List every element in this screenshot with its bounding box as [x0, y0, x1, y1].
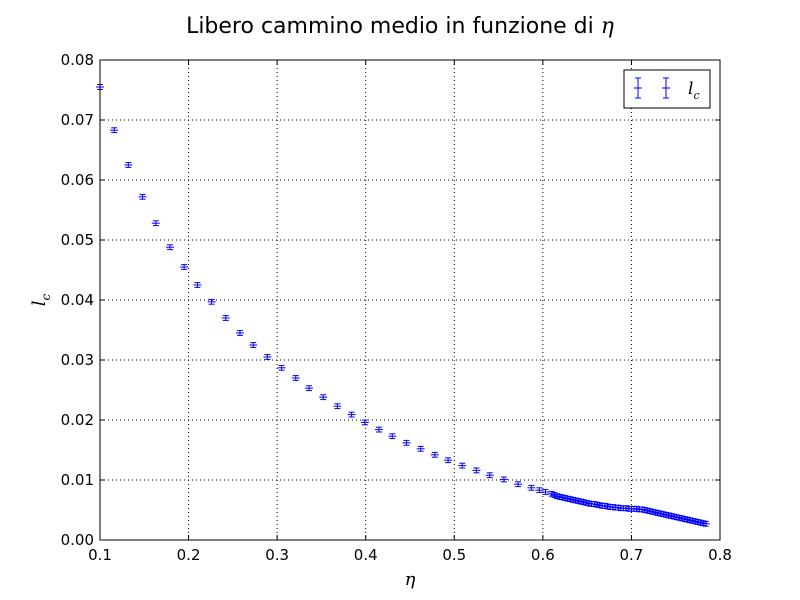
y-tick-label: 0.05: [61, 231, 94, 249]
x-tick-label: 0.8: [708, 546, 732, 564]
x-tick-label: 0.5: [442, 546, 466, 564]
data-point: [499, 476, 508, 483]
y-tick-labels: 0.00 0.01 0.02 0.03 0.04 0.05 0.06 0.07 0.08: [61, 51, 94, 549]
x-tick-label: 0.4: [354, 546, 378, 564]
data-point: [319, 394, 328, 401]
data-point: [333, 403, 342, 410]
axis-ticks: [99, 59, 721, 541]
y-tick-label: 0.08: [61, 51, 94, 69]
data-point: [221, 315, 230, 321]
y-tick-label: 0.04: [61, 291, 94, 309]
data-point: [514, 481, 523, 488]
data-point: [180, 264, 189, 270]
data-point: [207, 298, 216, 305]
data-point: [151, 220, 160, 227]
data-point: [535, 487, 544, 494]
data-point: [193, 282, 202, 288]
y-tick-label: 0.03: [61, 351, 94, 369]
data-point: [291, 375, 300, 381]
data-point: [430, 451, 439, 458]
data-point: [263, 354, 272, 360]
data-point: [110, 127, 119, 134]
data-point: [249, 342, 258, 348]
data-point: [444, 457, 453, 464]
data-point: [124, 162, 133, 168]
data-point: [347, 411, 356, 418]
data-point: [472, 467, 481, 474]
chart-title: Libero cammino medio in funzione di η: [186, 14, 614, 39]
data-point: [458, 462, 467, 469]
y-tick-label: 0.02: [61, 411, 94, 429]
data-point: [360, 419, 369, 426]
y-tick-label: 0.01: [61, 471, 94, 489]
data-point: [138, 193, 147, 200]
data-point: [402, 439, 411, 446]
x-axis-label: η: [405, 569, 416, 590]
x-tick-label: 0.6: [531, 546, 555, 564]
x-tick-label: 0.2: [177, 546, 201, 564]
data-point: [165, 244, 174, 251]
x-tick-label: 0.1: [88, 546, 112, 564]
data-point: [277, 364, 286, 371]
y-tick-label: 0.06: [61, 171, 94, 189]
data-point: [416, 445, 425, 452]
data-points: [96, 84, 710, 527]
data-point: [527, 484, 536, 491]
data-point: [485, 472, 494, 479]
x-tick-labels: 0.1 0.2 0.3 0.4 0.5 0.6 0.7 0.8: [88, 546, 732, 564]
data-point: [388, 433, 397, 440]
data-point: [305, 385, 314, 392]
y-axis-label: lc: [29, 293, 53, 306]
x-tick-label: 0.7: [619, 546, 643, 564]
data-point: [701, 520, 710, 527]
y-tick-label: 0.07: [61, 111, 94, 129]
grid: [100, 60, 720, 540]
legend-label: lc: [688, 79, 700, 102]
data-point: [375, 426, 383, 433]
data-point: [235, 330, 244, 336]
legend-marker: [634, 77, 670, 99]
data-point: [541, 489, 550, 495]
data-point: [561, 495, 569, 501]
x-tick-label: 0.3: [265, 546, 289, 564]
legend: lc: [623, 69, 711, 109]
y-tick-label: 0.00: [61, 531, 94, 549]
